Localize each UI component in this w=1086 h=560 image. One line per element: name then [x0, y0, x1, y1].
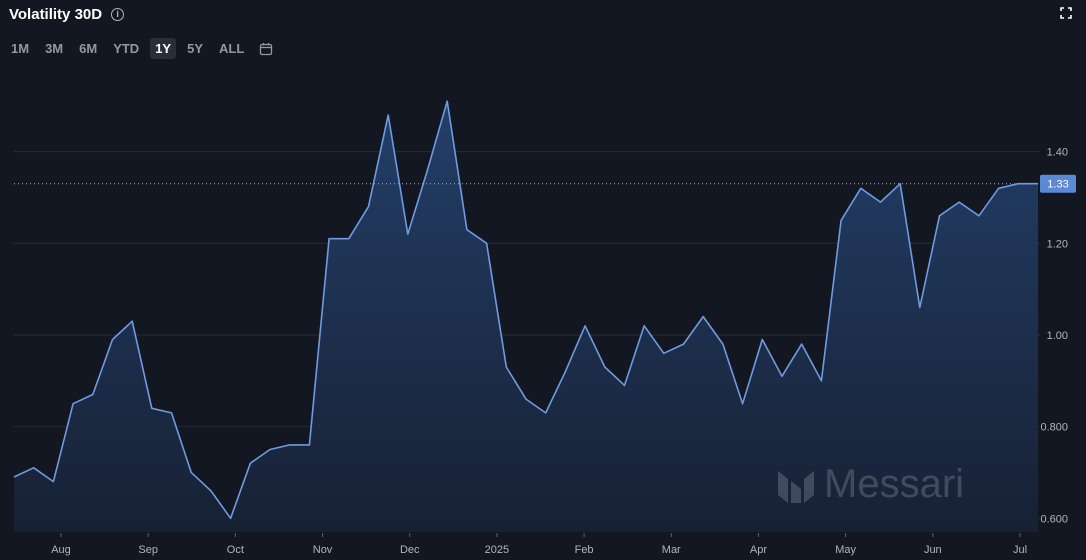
last-value-badge: 1.33 [1040, 174, 1076, 193]
data-point [878, 200, 882, 204]
data-point [780, 374, 784, 378]
data-point [307, 443, 311, 447]
series-line[interactable] [13, 100, 1038, 520]
y-tick-label: 0.600 [1040, 513, 1068, 525]
data-point [721, 342, 725, 346]
data-point [544, 411, 548, 415]
y-axis: 0.600 0.800 1.00 1.20 1.40 [1040, 147, 1068, 526]
data-point [583, 324, 587, 328]
data-point [366, 205, 370, 209]
range-5y[interactable]: 5Y [187, 41, 203, 56]
data-point [51, 480, 55, 484]
data-point [859, 186, 863, 190]
data-point [1016, 182, 1020, 186]
x-axis: Aug Sep Oct Nov Dec 2025 Feb Mar Apr May Jun Jul [51, 533, 1027, 556]
data-point [110, 338, 114, 342]
range-1m[interactable]: 1M [11, 41, 30, 56]
data-point [701, 315, 705, 319]
watermark-text: Messari [824, 462, 965, 506]
x-tick-label: Apr [750, 544, 767, 556]
data-point [918, 305, 922, 309]
data-point [406, 232, 410, 236]
y-tick-label: 1.40 [1047, 147, 1068, 159]
x-tick-label: Mar [662, 544, 681, 556]
x-tick-label: Sep [138, 544, 158, 556]
data-point [622, 383, 626, 387]
x-tick-label: Dec [400, 544, 420, 556]
data-point [938, 214, 942, 218]
data-point [288, 443, 292, 447]
data-point [524, 397, 528, 401]
calendar-icon[interactable] [259, 42, 273, 56]
data-point [898, 182, 902, 186]
data-point [819, 379, 823, 383]
messari-watermark: Messari [776, 462, 964, 507]
range-1y[interactable]: 1Y [150, 38, 177, 59]
messari-logo-icon [778, 470, 814, 503]
data-point [170, 411, 174, 415]
data-point [71, 402, 75, 406]
data-point [563, 370, 567, 374]
data-point [229, 516, 233, 520]
data-point [760, 338, 764, 342]
range-selector: 1M 3M 6M YTD 1Y 5Y ALL [6, 38, 273, 59]
x-tick-label: Jun [924, 544, 942, 556]
data-point [445, 99, 449, 103]
data-point [386, 113, 390, 117]
data-point [485, 241, 489, 245]
data-point [800, 342, 804, 346]
expand-icon[interactable] [1060, 7, 1072, 19]
data-point [189, 470, 193, 474]
data-point [327, 237, 331, 241]
info-icon[interactable]: i [111, 8, 125, 21]
range-6m[interactable]: 6M [79, 41, 98, 56]
range-ytd[interactable]: YTD [113, 41, 140, 56]
data-point [347, 237, 351, 241]
chart-title: Volatility 30D [9, 6, 103, 23]
data-point [12, 475, 16, 479]
data-point [682, 342, 686, 346]
data-point [130, 319, 134, 323]
data-point [426, 168, 430, 172]
data-point [268, 448, 272, 452]
data-point [642, 324, 646, 328]
data-point [504, 365, 508, 369]
data-point [32, 466, 36, 470]
data-point [150, 406, 154, 410]
x-tick-label: Nov [313, 544, 333, 556]
data-point [741, 402, 745, 406]
range-all[interactable]: ALL [219, 41, 245, 56]
data-point [662, 351, 666, 355]
x-tick-label: 2025 [485, 544, 509, 556]
data-point [209, 489, 213, 493]
data-point [839, 218, 843, 222]
x-tick-label: Jul [1013, 544, 1027, 556]
data-point [465, 228, 469, 232]
y-tick-label: 1.20 [1047, 238, 1068, 250]
chart-header: Volatility 30D i [9, 6, 125, 23]
data-point [603, 365, 607, 369]
x-tick-label: May [835, 544, 856, 556]
data-point [91, 393, 95, 397]
x-tick-label: Oct [227, 544, 244, 556]
y-tick-label: 1.00 [1047, 330, 1068, 342]
last-value-label: 1.33 [1047, 179, 1068, 191]
data-point [977, 214, 981, 218]
data-point [248, 461, 252, 465]
y-tick-label: 0.800 [1040, 422, 1068, 434]
x-tick-label: Aug [51, 544, 71, 556]
data-point [997, 186, 1001, 190]
range-3m[interactable]: 3M [45, 41, 64, 56]
series-area [14, 101, 1038, 532]
data-point [1036, 182, 1040, 186]
data-point [957, 200, 961, 204]
x-tick-label: Feb [575, 544, 594, 556]
